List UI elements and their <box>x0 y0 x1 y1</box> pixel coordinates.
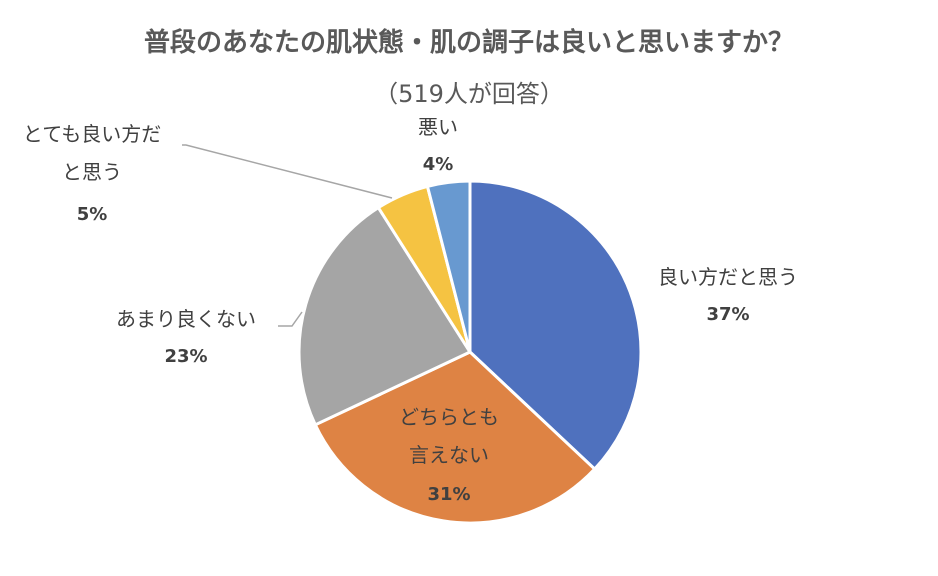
leader-line <box>182 144 393 199</box>
pie-slices <box>297 179 643 525</box>
slice-label: とても良い方だ <box>23 122 161 146</box>
slice-label: あまり良くない <box>116 307 256 331</box>
slice-value-label: 31% <box>427 484 470 505</box>
slice-value-label: 4% <box>423 154 454 175</box>
slice-label: どちらとも <box>399 405 499 429</box>
slice-value-label: 37% <box>706 304 749 325</box>
chart-subtitle: （519人が回答） <box>374 80 564 108</box>
slice-label: と思う <box>62 160 122 184</box>
pie-slice <box>425 179 472 353</box>
pie-slice <box>468 179 643 472</box>
slice-value-label: 23% <box>164 346 207 367</box>
slice-value-label: 5% <box>77 204 108 225</box>
slice-label: 悪い <box>418 115 458 139</box>
leader-line <box>278 311 303 327</box>
pie-slice <box>297 205 473 427</box>
chart-title: 普段のあなたの肌状態・肌の調子は良いと思いますか？ <box>143 28 794 58</box>
slice-label: 言えない <box>409 443 489 467</box>
pie-slice <box>313 350 597 525</box>
leader-lines <box>182 144 393 327</box>
slice-label: 良い方だと思う <box>658 265 798 289</box>
